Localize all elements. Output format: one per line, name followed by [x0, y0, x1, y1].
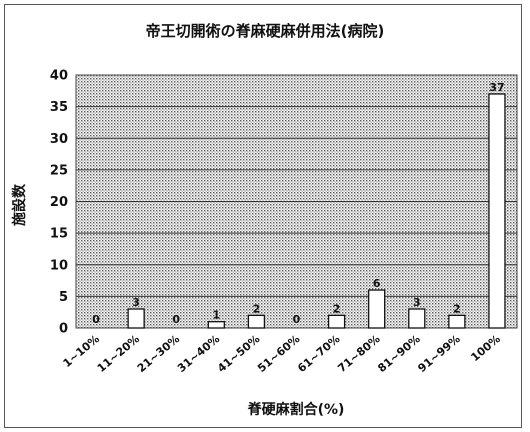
chart-frame — [4, 4, 522, 428]
x-tick-label: 81~90% — [375, 332, 422, 375]
chart-title: 帝王切開術の脊麻硬麻併用法(病院) — [146, 22, 385, 40]
x-axis-title: 脊硬麻割合(%) — [247, 401, 345, 418]
data-label: 3 — [413, 296, 421, 309]
x-tick-label: 41~50% — [215, 332, 262, 375]
bar — [408, 308, 426, 329]
x-tick-label: 51~60% — [255, 332, 302, 375]
x-tick-label: 11~20% — [95, 332, 142, 375]
bar — [247, 314, 266, 329]
gridlines — [76, 106, 517, 297]
x-tick-label: 100% — [468, 332, 502, 364]
x-tick-label: 91~99% — [415, 332, 462, 375]
y-tick-label: 15 — [50, 227, 68, 242]
data-label: 0 — [92, 313, 100, 326]
bar — [127, 308, 145, 329]
bar — [448, 314, 466, 329]
y-axis-title: 施設数 — [11, 183, 28, 226]
bars — [127, 93, 506, 329]
data-label: 2 — [253, 302, 261, 315]
data-label: 2 — [333, 302, 341, 315]
x-tick-label: 31~40% — [175, 332, 222, 375]
data-label: 0 — [293, 313, 301, 326]
y-tick-label: 40 — [50, 69, 68, 84]
x-tick-label: 21~30% — [135, 332, 182, 375]
data-label: 1 — [212, 309, 220, 322]
y-tick-label: 35 — [50, 100, 68, 115]
y-tick-labels: 0 5 10 15 20 25 30 35 40 — [50, 69, 68, 337]
bar — [207, 321, 225, 329]
x-tick-labels: 1~10%11~20%21~30%31~40%41~50%51~60%61~70… — [61, 332, 503, 375]
bar — [488, 93, 506, 329]
bar — [368, 289, 386, 329]
bar — [327, 314, 346, 329]
data-label: 37 — [489, 81, 504, 94]
x-tick-label: 71~80% — [335, 332, 382, 375]
data-labels: 0 3 0 1 2 0 2 6 3 2 37 — [92, 81, 504, 326]
x-tick-label: 61~70% — [295, 332, 342, 375]
y-tick-label: 5 — [59, 290, 68, 305]
y-tick-label: 0 — [59, 322, 68, 337]
data-label: 6 — [373, 277, 381, 290]
data-label: 0 — [172, 313, 180, 326]
y-tick-label: 25 — [50, 163, 68, 178]
data-label: 3 — [132, 296, 140, 309]
data-label: 2 — [453, 302, 461, 315]
y-tick-label: 10 — [50, 258, 68, 273]
y-tick-label: 20 — [50, 195, 68, 210]
y-tick-label: 30 — [50, 132, 68, 147]
